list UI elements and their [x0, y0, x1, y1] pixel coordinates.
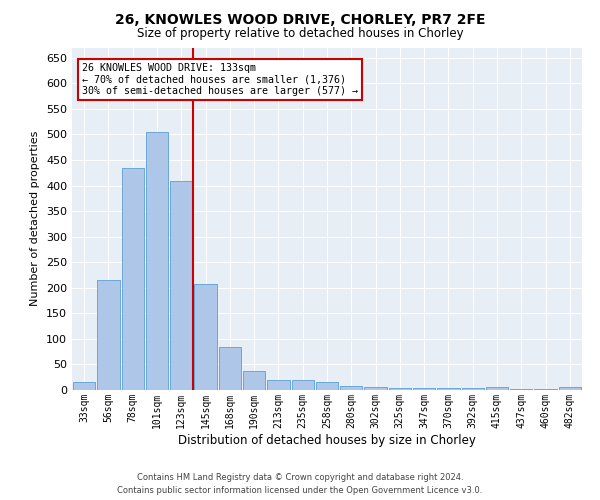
Bar — [389, 388, 411, 390]
Text: Contains HM Land Registry data © Crown copyright and database right 2024.
Contai: Contains HM Land Registry data © Crown c… — [118, 474, 482, 495]
Bar — [340, 386, 362, 390]
Bar — [122, 168, 144, 390]
Bar — [559, 388, 581, 390]
Bar — [486, 388, 508, 390]
X-axis label: Distribution of detached houses by size in Chorley: Distribution of detached houses by size … — [178, 434, 476, 446]
Bar — [218, 346, 241, 390]
Text: Size of property relative to detached houses in Chorley: Size of property relative to detached ho… — [137, 28, 463, 40]
Bar — [510, 389, 532, 390]
Bar — [267, 380, 290, 390]
Bar — [437, 388, 460, 390]
Bar — [170, 182, 193, 390]
Text: 26, KNOWLES WOOD DRIVE, CHORLEY, PR7 2FE: 26, KNOWLES WOOD DRIVE, CHORLEY, PR7 2FE — [115, 12, 485, 26]
Bar — [194, 284, 217, 390]
Bar — [243, 370, 265, 390]
Y-axis label: Number of detached properties: Number of detached properties — [31, 131, 40, 306]
Bar — [364, 388, 387, 390]
Bar — [535, 389, 557, 390]
Text: 26 KNOWLES WOOD DRIVE: 133sqm
← 70% of detached houses are smaller (1,376)
30% o: 26 KNOWLES WOOD DRIVE: 133sqm ← 70% of d… — [82, 63, 358, 96]
Bar — [292, 380, 314, 390]
Bar — [316, 382, 338, 390]
Bar — [73, 382, 95, 390]
Bar — [97, 280, 119, 390]
Bar — [146, 132, 168, 390]
Bar — [413, 388, 436, 390]
Bar — [461, 388, 484, 390]
